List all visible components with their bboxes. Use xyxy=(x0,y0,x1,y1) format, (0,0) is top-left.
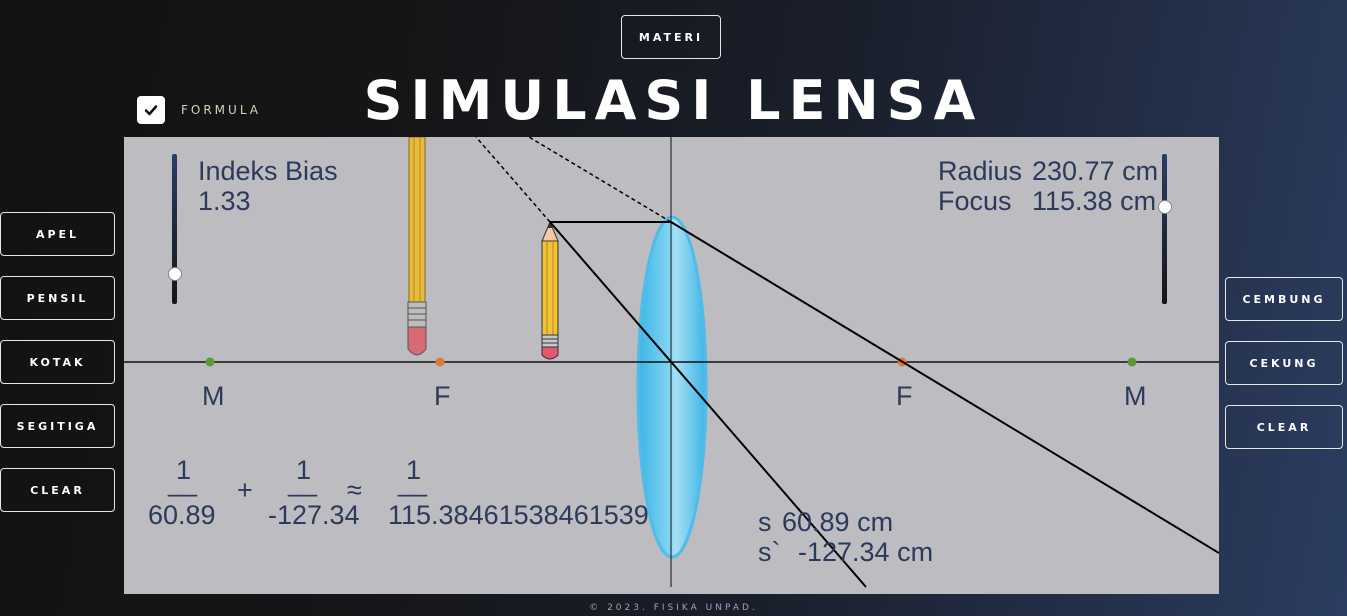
virtual-ray-1 xyxy=(475,137,551,223)
convex-lens[interactable] xyxy=(636,215,708,559)
index-slider-handle[interactable] xyxy=(168,267,182,281)
s-value: 60.89 cm xyxy=(782,507,894,537)
image-pencil xyxy=(407,137,427,356)
point-m-left xyxy=(205,357,215,367)
page-title: SIMULASI LENSA xyxy=(363,69,984,132)
virtual-ray-2 xyxy=(528,137,672,223)
index-slider-track[interactable] xyxy=(172,154,177,304)
formula-bar-2: __ xyxy=(288,467,317,497)
box-button[interactable]: KOTAK xyxy=(0,340,115,384)
label-f-left: F xyxy=(434,381,451,411)
focus-label: Focus xyxy=(938,186,1012,216)
index-label: Indeks Bias xyxy=(198,156,338,186)
clear-objects-button[interactable]: CLEAR xyxy=(0,468,115,512)
formula-denominator-1: 60.89 xyxy=(148,500,216,530)
footer: © 2023. FISIKA UNPAD. xyxy=(589,603,758,613)
formula-bar-3: __ xyxy=(398,467,427,497)
concave-lens-button[interactable]: CEKUNG xyxy=(1225,341,1343,385)
focus-value: 115.38 cm xyxy=(1032,186,1157,216)
formula-numerator-3: 1 xyxy=(406,455,422,485)
point-f-left xyxy=(435,357,445,367)
formula-plus: + xyxy=(237,475,253,505)
apple-button[interactable]: APEL xyxy=(0,212,115,256)
triangle-button[interactable]: SEGITIGA xyxy=(0,404,115,448)
index-value: 1.33 xyxy=(198,186,251,216)
radius-value: 230.77 cm xyxy=(1032,156,1159,186)
check-icon xyxy=(144,105,158,116)
label-f-right: F xyxy=(896,381,913,411)
formula-approx: ≈ xyxy=(347,475,362,505)
formula-checkbox[interactable] xyxy=(137,96,165,124)
s-label: s xyxy=(758,507,772,537)
radius-slider-track[interactable] xyxy=(1162,154,1167,304)
optics-diagram xyxy=(124,137,1219,588)
pencil-button[interactable]: PENSIL xyxy=(0,276,115,320)
formula-label: FORMULA xyxy=(181,103,261,117)
simulation-canvas[interactable]: Indeks Bias 1.33 Radius 230.77 cm Focus … xyxy=(124,137,1219,594)
point-m-right xyxy=(1127,357,1137,367)
formula-numerator-1: 1 xyxy=(176,455,192,485)
formula-denominator-2: -127.34 xyxy=(268,500,360,530)
label-m-right: M xyxy=(1124,381,1147,411)
ray-center xyxy=(549,221,867,588)
convex-lens-button[interactable]: CEMBUNG xyxy=(1225,277,1343,321)
radius-label: Radius xyxy=(938,156,1023,186)
formula-numerator-2: 1 xyxy=(296,455,312,485)
object-pencil[interactable] xyxy=(541,220,559,360)
label-m-left: M xyxy=(202,381,225,411)
radius-slider-handle[interactable] xyxy=(1158,200,1172,214)
clear-lens-button[interactable]: CLEAR xyxy=(1225,405,1343,449)
formula-bar-1: __ xyxy=(168,467,197,497)
materi-button[interactable]: MATERI xyxy=(621,15,721,59)
formula-denominator-3: 115.38461538461539 xyxy=(388,500,649,530)
s-prime-label: s` xyxy=(758,537,781,567)
s-prime-value: -127.34 cm xyxy=(798,537,934,567)
